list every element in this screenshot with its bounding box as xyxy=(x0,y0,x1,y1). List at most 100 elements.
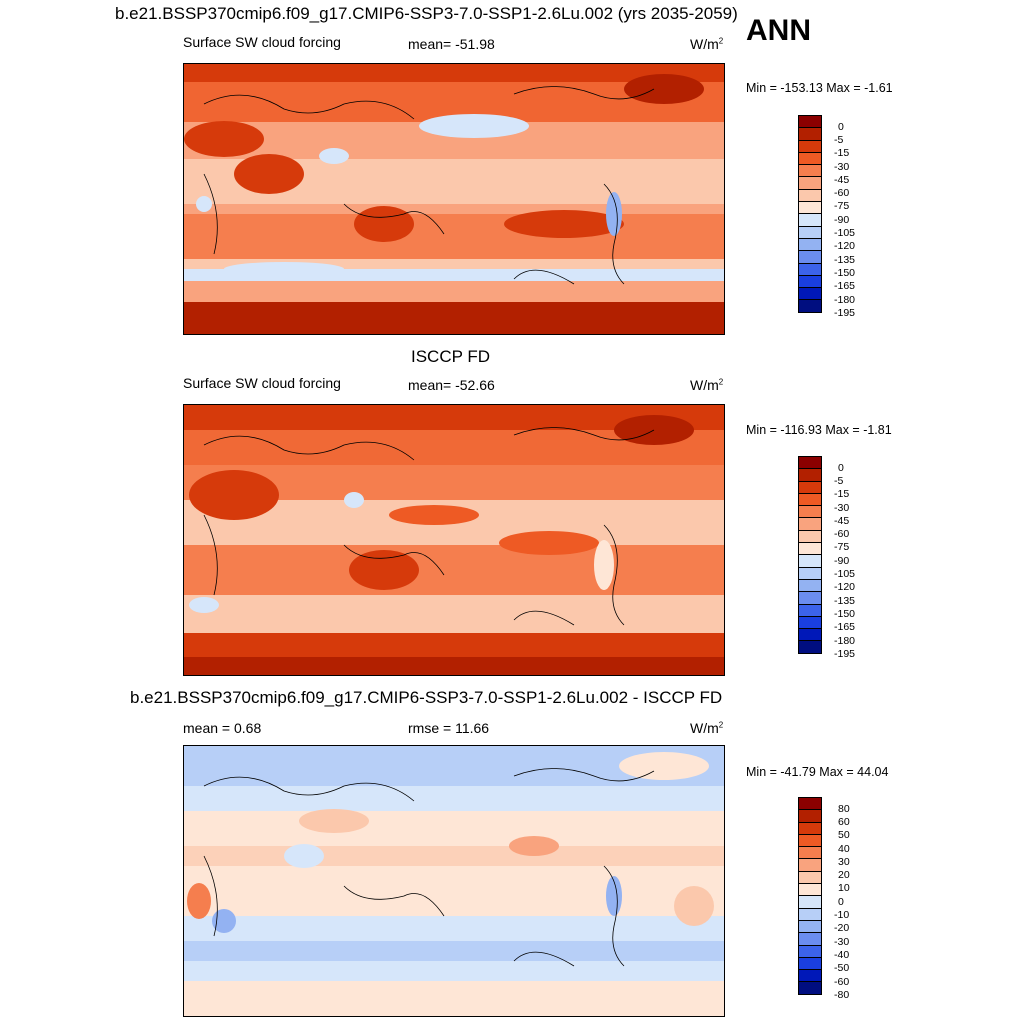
panel2-colorbar-tick-label: -90 xyxy=(834,554,850,567)
panel3-colorbar-swatch xyxy=(798,907,822,921)
panel1-colorbar-tick-label: -195 xyxy=(834,306,856,319)
panel1-variable-label: Surface SW cloud forcing xyxy=(183,34,341,50)
panel3-colorbar-tick-label: -10 xyxy=(834,909,850,922)
panel2-mean-label: mean= -52.66 xyxy=(408,377,495,393)
panel1-colorbar-swatch xyxy=(798,213,822,227)
panel1-colorbar-swatch xyxy=(798,225,822,239)
panel1-colorbar-swatch xyxy=(798,188,822,203)
panel3-colorbar-swatch xyxy=(798,833,822,848)
panel2-units: W/m2 xyxy=(690,377,724,393)
panel2-colorbar-tick-label: -15 xyxy=(834,488,850,501)
panel3-colorbar-swatch xyxy=(798,821,822,835)
panel1-colorbar-tick-label: -105 xyxy=(834,227,856,240)
panel2-colorbar-swatch xyxy=(798,505,822,519)
panel1-units: W/m2 xyxy=(690,36,724,52)
panel3-colorbar-swatch xyxy=(798,932,822,946)
panel2-colorbar-tick-label: -135 xyxy=(834,594,856,607)
panel2-variable-label: Surface SW cloud forcing xyxy=(183,375,341,391)
panel3-colorbar-swatch xyxy=(798,919,822,934)
panel3-colorbar-tick-label: 10 xyxy=(838,882,850,895)
panel2-map xyxy=(183,404,725,676)
panel2-colorbar-swatch xyxy=(798,578,822,593)
panel2-colorbar-swatch xyxy=(798,628,822,642)
panel3-colorbar-tick-label: 50 xyxy=(838,829,850,842)
panel3-colorbar-tick-label: -40 xyxy=(834,948,850,961)
panel3-colorbar-swatch xyxy=(798,969,822,983)
panel3-colorbar-swatch xyxy=(798,981,822,995)
panel3-minmax: Min = -41.79 Max = 44.04 xyxy=(746,765,889,779)
panel3-colorbar-tick-label: 80 xyxy=(838,802,850,815)
panel3-colorbar-tick-label: -30 xyxy=(834,935,850,948)
panel1-colorbar-swatch xyxy=(798,151,822,166)
panel2-colorbar-swatch xyxy=(798,517,822,531)
panel1-colorbar-tick-label: -135 xyxy=(834,253,856,266)
panel3-colorbar-tick-label: 60 xyxy=(838,815,850,828)
panel3-colorbar-tick-label: -80 xyxy=(834,988,850,1001)
panel1-colorbar-swatch xyxy=(798,262,822,276)
panel1-colorbar xyxy=(798,115,822,313)
panel2-colorbar-swatch xyxy=(798,640,822,654)
panel3-mean-label: mean = 0.68 xyxy=(183,720,262,736)
panel1-colorbar-tick-label: -15 xyxy=(834,147,850,160)
panel1-colorbar-swatch xyxy=(798,274,822,289)
panel1-colorbar-swatch xyxy=(798,127,822,141)
panel2-colorbar-tick-label: -180 xyxy=(834,634,856,647)
panel1-colorbar-swatch xyxy=(798,237,822,252)
panel2-colorbar-tick-label: -30 xyxy=(834,501,850,514)
panel2-colorbar-swatch xyxy=(798,603,822,617)
panel1-colorbar-tick-label: -150 xyxy=(834,266,856,279)
panel1-map xyxy=(183,63,725,335)
panel1-colorbar-swatch xyxy=(798,287,822,301)
panel1-colorbar-swatch xyxy=(798,299,822,313)
panel1-colorbar-swatch xyxy=(798,115,822,129)
panel1-colorbar-swatch xyxy=(798,201,822,215)
panel3-colorbar-tick-label: 0 xyxy=(838,895,844,908)
panel2-colorbar-swatch xyxy=(798,529,822,544)
panel2-colorbar-tick-label: -165 xyxy=(834,621,856,634)
panel2-minmax: Min = -116.93 Max = -1.81 xyxy=(746,423,892,437)
panel2-colorbar-tick-label: -45 xyxy=(834,514,850,527)
panel3-colorbar-tick-label: -50 xyxy=(834,962,850,975)
panel3-colorbar-swatch xyxy=(798,895,822,909)
panel2-colorbar-tick-label: -75 xyxy=(834,541,850,554)
season-label: ANN xyxy=(746,14,811,47)
panel3-title: b.e21.BSSP370cmip6.f09_g17.CMIP6-SSP3-7.… xyxy=(130,688,723,707)
panel3-colorbar-swatch xyxy=(798,797,822,811)
panel2-colorbar-swatch xyxy=(798,591,822,605)
panel3-rmse-label: rmse = 11.66 xyxy=(408,720,490,736)
panel2-colorbar-tick-label: -150 xyxy=(834,607,856,620)
panel1-minmax: Min = -153.13 Max = -1.61 xyxy=(746,81,893,95)
panel1-colorbar-swatch xyxy=(798,176,822,190)
panel1-colorbar-tick-label: -5 xyxy=(834,133,844,146)
panel1-mean-label: mean= -51.98 xyxy=(408,36,495,52)
panel2-colorbar-tick-label: -120 xyxy=(834,581,856,594)
panel2-colorbar-swatch xyxy=(798,542,822,556)
panel3-colorbar-swatch xyxy=(798,846,822,860)
panel2-colorbar-swatch xyxy=(798,615,822,630)
panel2-colorbar-tick-label: 0 xyxy=(838,461,844,474)
panel1-colorbar-swatch xyxy=(798,250,822,264)
panel2-map-svg xyxy=(184,405,724,675)
panel1-colorbar-tick-label: -90 xyxy=(834,213,850,226)
panel2-colorbar-tick-label: -105 xyxy=(834,568,856,581)
panel1-colorbar-tick-label: -120 xyxy=(834,240,856,253)
panel1-colorbar-tick-label: -75 xyxy=(834,200,850,213)
panel2-colorbar-tick-label: -195 xyxy=(834,647,856,660)
panel1-colorbar-tick-label: 0 xyxy=(838,120,844,133)
panel1-colorbar-swatch xyxy=(798,139,822,153)
panel1-colorbar-tick-label: -45 xyxy=(834,173,850,186)
panel3-colorbar-swatch xyxy=(798,809,822,823)
panel2-colorbar-tick-label: -60 xyxy=(834,528,850,541)
panel1-colorbar-swatch xyxy=(798,164,822,178)
panel3-colorbar-tick-label: 30 xyxy=(838,855,850,868)
panel2-colorbar-swatch xyxy=(798,492,822,507)
panel1-colorbar-tick-label: -30 xyxy=(834,160,850,173)
panel3-colorbar-tick-label: -20 xyxy=(834,922,850,935)
panel1-colorbar-tick-label: -165 xyxy=(834,280,856,293)
panel3-colorbar-swatch xyxy=(798,870,822,885)
panel3-colorbar-swatch xyxy=(798,883,822,897)
panel2-colorbar-swatch xyxy=(798,456,822,470)
panel1-colorbar-tick-label: -180 xyxy=(834,293,856,306)
panel3-units: W/m2 xyxy=(690,720,724,736)
panel2-title: ISCCP FD xyxy=(411,347,491,366)
